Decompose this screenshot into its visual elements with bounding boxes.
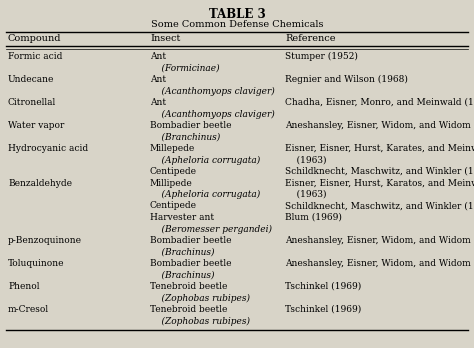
Text: Tenebroid beetle: Tenebroid beetle [150,282,228,291]
Text: Bombadier beetle: Bombadier beetle [150,236,231,245]
Text: Millipede: Millipede [150,179,193,188]
Text: (Zophobas rubipes): (Zophobas rubipes) [150,316,250,326]
Text: Aneshansley, Eisner, Widom, and Widom (1969): Aneshansley, Eisner, Widom, and Widom (1… [285,259,474,268]
Text: Chadha, Eisner, Monro, and Meinwald (1962): Chadha, Eisner, Monro, and Meinwald (196… [285,98,474,107]
Text: Benzaldehyde: Benzaldehyde [8,179,72,188]
Text: Insect: Insect [150,34,181,43]
Text: Some Common Defense Chemicals: Some Common Defense Chemicals [151,20,323,29]
Text: Water vapor: Water vapor [8,121,64,130]
Text: Bombadier beetle: Bombadier beetle [150,121,231,130]
Text: Ant: Ant [150,98,166,107]
Text: Eisner, Eisner, Hurst, Karatos, and Meinwald: Eisner, Eisner, Hurst, Karatos, and Mein… [285,179,474,188]
Text: (Beromesser pergandei): (Beromesser pergandei) [150,224,272,234]
Text: (Brachinus): (Brachinus) [150,247,215,256]
Text: Tschinkel (1969): Tschinkel (1969) [285,282,361,291]
Text: Compound: Compound [8,34,62,43]
Text: (Formicinae): (Formicinae) [150,63,219,72]
Text: (Branchinus): (Branchinus) [150,133,220,142]
Text: Aneshansley, Eisner, Widom, and Widom (1969): Aneshansley, Eisner, Widom, and Widom (1… [285,236,474,245]
Text: Blum (1969): Blum (1969) [285,213,342,222]
Text: Centipede: Centipede [150,167,197,176]
Text: Tschinkel (1969): Tschinkel (1969) [285,305,361,314]
Text: (Brachinus): (Brachinus) [150,270,215,279]
Text: (1963): (1963) [285,190,327,199]
Text: Tenebroid beetle: Tenebroid beetle [150,305,228,314]
Text: (Acanthomyops claviger): (Acanthomyops claviger) [150,87,275,96]
Text: (1963): (1963) [285,156,327,165]
Text: Harvester ant: Harvester ant [150,213,214,222]
Text: Schildknecht, Maschwitz, and Winkler (1968): Schildknecht, Maschwitz, and Winkler (19… [285,167,474,176]
Text: Centipede: Centipede [150,201,197,211]
Text: p-Benzoquinone: p-Benzoquinone [8,236,82,245]
Text: Regnier and Wilson (1968): Regnier and Wilson (1968) [285,75,408,84]
Text: Stumper (1952): Stumper (1952) [285,52,358,61]
Text: TABLE 3: TABLE 3 [209,8,265,21]
Text: Toluquinone: Toluquinone [8,259,64,268]
Text: Phenol: Phenol [8,282,39,291]
Text: (Acanthomyops claviger): (Acanthomyops claviger) [150,110,275,119]
Text: (Zophobas rubipes): (Zophobas rubipes) [150,293,250,303]
Text: Bombadier beetle: Bombadier beetle [150,259,231,268]
Text: (Apheloria corrugata): (Apheloria corrugata) [150,156,260,165]
Text: Formic acid: Formic acid [8,52,63,61]
Text: Ant: Ant [150,52,166,61]
Text: Citronellal: Citronellal [8,98,56,107]
Text: Schildknecht, Maschwitz, and Winkler (1968): Schildknecht, Maschwitz, and Winkler (19… [285,201,474,211]
Text: Undecane: Undecane [8,75,55,84]
Text: (Apheloria corrugata): (Apheloria corrugata) [150,190,260,199]
Text: Millepede: Millepede [150,144,195,153]
Text: Hydrocyanic acid: Hydrocyanic acid [8,144,88,153]
Text: Reference: Reference [285,34,336,43]
Text: Aneshansley, Eisner, Widom, and Widom (1969): Aneshansley, Eisner, Widom, and Widom (1… [285,121,474,130]
Text: Eisner, Eisner, Hurst, Karates, and Meinwald: Eisner, Eisner, Hurst, Karates, and Mein… [285,144,474,153]
Text: Ant: Ant [150,75,166,84]
Text: m-Cresol: m-Cresol [8,305,49,314]
